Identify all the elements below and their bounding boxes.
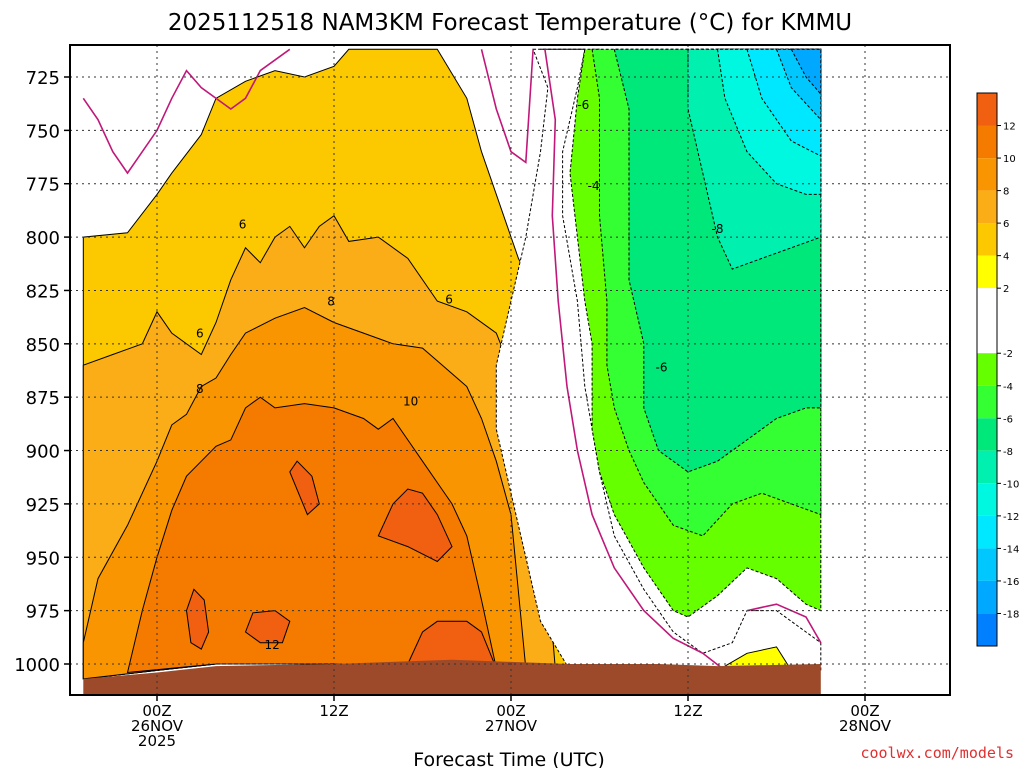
colorbar-label-11: -12 (1003, 512, 1019, 523)
temperature-region-4 (377, 488, 453, 563)
x-tick-label-4-0: 00Z (850, 702, 879, 720)
y-tick-label-5: 850 (26, 335, 60, 356)
plot-frame (69, 44, 951, 696)
freezing-contour-1 (82, 48, 291, 175)
x-tick-label-1-0: 12Z (319, 702, 348, 720)
colorbar-label-4: 4 (1003, 252, 1009, 263)
colorbar-band-4 (977, 223, 997, 256)
colorbar-label-0: 12 (1003, 122, 1016, 133)
y-tick-label-1: 750 (26, 121, 60, 142)
colorbar-band-12 (977, 515, 997, 549)
colorbar-label-13: -16 (1003, 577, 1019, 588)
colorbar-band-13 (977, 548, 997, 581)
contour-label-2: 8 (196, 382, 204, 396)
y-tick-label-7: 900 (26, 442, 60, 463)
colorbar-label-2: 8 (1003, 187, 1009, 198)
y-tick-label-8: 925 (26, 495, 60, 516)
colorbar-label-6: -2 (1003, 349, 1013, 360)
colorbar: 12 10 8 6 4 2 -2 -4 -6 -8 -10 -12 -14 -16 -18 (976, 92, 1019, 647)
temperature-region-9 (495, 48, 822, 671)
colorbar-frame (976, 92, 998, 647)
x-tick-label-3-0: 12Z (673, 702, 702, 720)
colorbar-label-1: 10 (1003, 154, 1016, 165)
colorbar-band-0 (977, 93, 997, 126)
contour-label-10: -6 (656, 361, 668, 375)
colorbar-label-9: -8 (1003, 447, 1013, 458)
colorbar-band-15 (977, 613, 997, 646)
freezing-contour-2 (480, 49, 534, 164)
y-tick-label-3: 800 (26, 228, 60, 249)
temperature-region-18 (790, 48, 822, 96)
contour-label-3: 8 (327, 294, 335, 308)
colorbar-band-7 (977, 353, 997, 386)
colorbar-label-10: -10 (1003, 479, 1019, 490)
colorbar-label-8: -6 (1003, 414, 1013, 425)
y-tick-label-9: 950 (26, 548, 60, 569)
contour-label-1: 6 (196, 326, 204, 340)
temperature-region-3 (126, 396, 497, 674)
colorbar-band-10 (977, 450, 997, 484)
plot-regions: 6 6 8 8 6 10 12 -6 -4 -8 -6 (70, 45, 950, 695)
colorbar-band-8 (977, 385, 997, 419)
grid-lines (70, 45, 950, 695)
colorbar-band-5 (977, 255, 997, 289)
colorbar-band-1 (977, 125, 997, 158)
colorbar-band-14 (977, 580, 997, 614)
contour-label-7: -6 (577, 98, 589, 112)
colorbar-label-12: -14 (1003, 544, 1019, 555)
freezing-contour-0 (544, 49, 726, 672)
chart-title: 2025112518 NAM3KM Forecast Temperature (… (168, 10, 852, 36)
terrain-ground (83, 659, 821, 695)
contour-label-8: -4 (588, 179, 600, 193)
contour-label-6: 12 (264, 638, 279, 652)
colorbar-label-3: 6 (1003, 219, 1009, 230)
colorbar-band-9 (977, 418, 997, 451)
y-tick-label-4: 825 (26, 281, 60, 302)
temperature-region-6 (185, 588, 210, 650)
colorbar-label-14: -18 (1003, 609, 1019, 620)
contour-label-4: 6 (445, 292, 453, 306)
x-axis-label: Forecast Time (UTC) (413, 749, 604, 768)
y-tick-label-2: 775 (26, 175, 60, 196)
temperature-region-8 (244, 610, 291, 644)
y-tick-label-10: 975 (26, 602, 60, 623)
y-tick-label-11: 1000 (14, 655, 60, 676)
contour-label-9: -8 (712, 222, 724, 236)
contour-label-0: 6 (239, 218, 247, 232)
x-tick-label-0-0: 00Z (142, 702, 171, 720)
x-tick-label-0-1: 26NOV (131, 717, 184, 735)
credit-text: coolwx.com/models (860, 744, 1014, 762)
contour-label-5: 10 (403, 395, 418, 409)
colorbar-band-3 (977, 190, 997, 224)
x-tick-label-2-1: 27NOV (485, 717, 538, 735)
axes: 725 750 775 800 825 850 875 900 925 950 975 1000 00Z… (14, 44, 951, 750)
colorbar-label-7: -4 (1003, 382, 1013, 393)
y-tick-label-0: 725 (26, 68, 60, 89)
colorbar-band-2 (977, 158, 997, 191)
x-tick-label-0-2: 2025 (138, 732, 176, 750)
colorbar-band-11 (977, 483, 997, 516)
colorbar-band-6 (977, 288, 997, 354)
temperature-region-7 (289, 460, 320, 516)
x-tick-label-4-1: 28NOV (839, 717, 892, 735)
y-tick-label-6: 875 (26, 388, 60, 409)
plot-area: 6 6 8 8 6 10 12 -6 -4 -8 -6 (70, 45, 950, 695)
x-tick-label-2-0: 00Z (496, 702, 525, 720)
colorbar-label-5: 2 (1003, 284, 1009, 295)
